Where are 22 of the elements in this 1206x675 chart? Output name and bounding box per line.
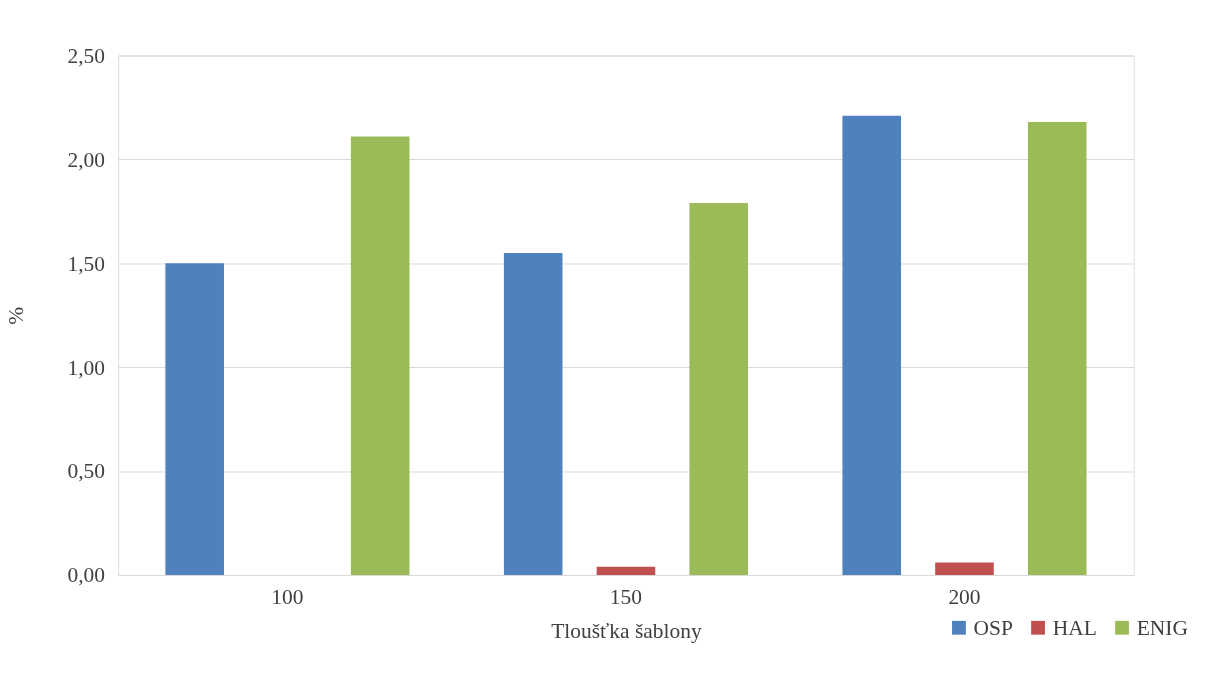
y-tick-label: 2,50 bbox=[67, 43, 105, 68]
legend-label: HAL bbox=[1052, 615, 1097, 640]
bar bbox=[842, 115, 902, 576]
y-tick-label: 0,50 bbox=[67, 459, 105, 484]
y-tick-label: 1,50 bbox=[67, 251, 105, 276]
y-tick-label: 2,00 bbox=[67, 147, 105, 172]
bar bbox=[689, 203, 748, 576]
bar bbox=[503, 252, 563, 576]
y-axis-title: % bbox=[4, 306, 29, 325]
x-tick-label: 200 bbox=[948, 584, 981, 609]
bar bbox=[1027, 122, 1087, 576]
legend-label: ENIG bbox=[1136, 615, 1188, 640]
bar bbox=[350, 136, 410, 576]
bar bbox=[165, 263, 224, 576]
x-tick-label: 100 bbox=[271, 584, 304, 609]
legend-label: OSP bbox=[973, 615, 1014, 640]
bar bbox=[935, 562, 994, 576]
bar bbox=[596, 566, 656, 576]
y-tick-label: 0,00 bbox=[67, 563, 105, 588]
x-tick-label: 150 bbox=[609, 584, 643, 609]
y-tick-label: 1,00 bbox=[67, 355, 105, 380]
x-axis-title: Tloušťka šablony bbox=[551, 619, 702, 644]
